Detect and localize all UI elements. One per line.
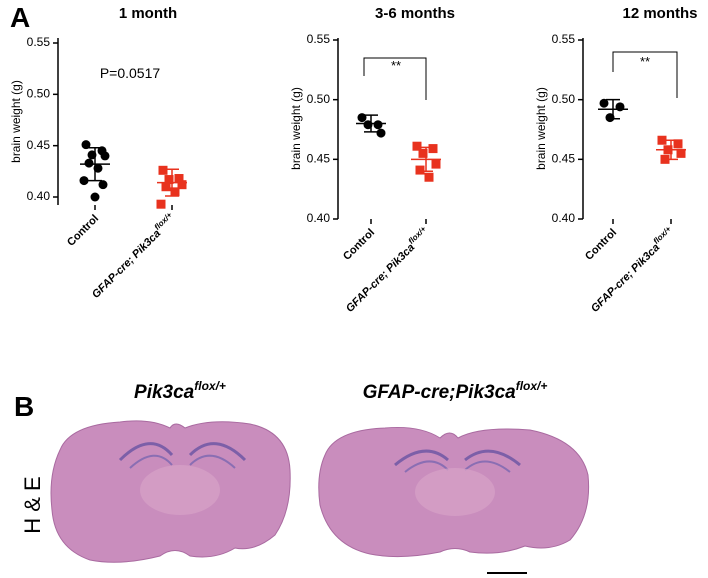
x-tick-label: GFAP-cre; Pik3caflox/+ xyxy=(342,224,433,315)
data-point xyxy=(412,141,422,151)
data-point xyxy=(376,128,386,138)
data-point xyxy=(615,102,625,112)
category-text: Control xyxy=(341,227,377,263)
histology-title: Pik3caflox/+ xyxy=(134,379,226,403)
data-point xyxy=(156,199,166,209)
data-point xyxy=(161,182,171,192)
category-text: Control xyxy=(65,213,101,249)
panel-label: B xyxy=(14,391,34,422)
data-point xyxy=(673,139,683,149)
category-superscript: flox/+ xyxy=(153,210,175,232)
chart-title: 3-6 months xyxy=(375,5,455,22)
annotation: ** xyxy=(640,54,650,69)
y-tick-label: 0.45 xyxy=(307,152,331,166)
data-point xyxy=(357,113,367,123)
data-point xyxy=(174,174,184,184)
data-point xyxy=(424,172,434,182)
panel-label: A xyxy=(10,2,30,33)
brain-section xyxy=(50,420,291,563)
data-point xyxy=(84,158,94,168)
y-tick-label: 0.40 xyxy=(27,189,51,203)
x-tick-label: GFAP-cre; Pik3caflox/+ xyxy=(88,210,179,301)
y-tick-label: 0.40 xyxy=(552,211,576,225)
data-point xyxy=(431,159,441,169)
data-point xyxy=(100,151,110,161)
data-point xyxy=(373,120,383,130)
y-tick-label: 0.50 xyxy=(552,92,576,106)
category-superscript: flox/+ xyxy=(652,224,674,246)
data-point xyxy=(428,144,438,154)
data-point xyxy=(676,148,686,158)
title-text: GFAP-cre;Pik3ca xyxy=(363,382,517,403)
data-point xyxy=(599,98,609,108)
data-point xyxy=(164,175,174,185)
data-point xyxy=(170,187,180,197)
data-point xyxy=(81,140,91,150)
category-superscript: flox/+ xyxy=(407,224,429,246)
y-tick-label: 0.45 xyxy=(552,152,576,166)
data-point xyxy=(415,165,425,175)
histology-title: GFAP-cre;Pik3caflox/+ xyxy=(363,379,548,403)
y-tick-label: 0.55 xyxy=(552,32,576,46)
y-axis-label: brain weight (g) xyxy=(534,87,548,170)
y-tick-label: 0.50 xyxy=(307,92,331,106)
x-tick-label: Control xyxy=(65,213,101,249)
data-point xyxy=(657,135,667,145)
title-superscript: flox/+ xyxy=(516,379,548,393)
data-point xyxy=(418,148,428,158)
y-axis-label: brain weight (g) xyxy=(9,80,23,163)
y-axis-label: brain weight (g) xyxy=(289,87,303,170)
annotation: P=0.0517 xyxy=(100,65,161,81)
annotation: ** xyxy=(391,58,401,73)
category-text: Control xyxy=(583,227,619,263)
category-text: GFAP-cre; Pik3ca xyxy=(90,228,163,301)
title-text: Pik3ca xyxy=(134,382,195,403)
data-point xyxy=(177,180,187,190)
data-point xyxy=(79,176,89,186)
significance-bracket xyxy=(363,57,427,100)
data-point xyxy=(98,180,108,190)
x-tick-label: Control xyxy=(341,227,377,263)
x-tick-label: Control xyxy=(583,227,619,263)
brain-section xyxy=(318,427,590,558)
chart-title: 1 month xyxy=(119,5,177,22)
y-tick-label: 0.55 xyxy=(307,32,331,46)
chart-title: 12 months xyxy=(622,5,697,22)
y-tick-label: 0.55 xyxy=(27,35,51,49)
stain-label: H & E xyxy=(20,476,45,533)
significance-bracket xyxy=(612,51,678,98)
title-superscript: flox/+ xyxy=(194,379,226,393)
data-point xyxy=(90,192,100,202)
y-tick-label: 0.40 xyxy=(307,211,331,225)
y-tick-label: 0.50 xyxy=(27,87,51,101)
y-tick-label: 0.45 xyxy=(27,138,51,152)
data-point xyxy=(158,165,168,175)
